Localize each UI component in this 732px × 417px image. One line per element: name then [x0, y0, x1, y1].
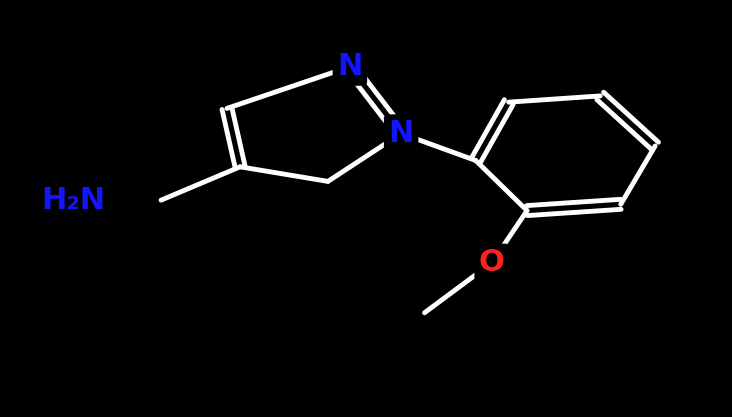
Text: N: N — [337, 52, 362, 81]
Text: O: O — [479, 248, 505, 277]
Text: H₂N: H₂N — [41, 186, 105, 215]
Text: N: N — [389, 119, 414, 148]
